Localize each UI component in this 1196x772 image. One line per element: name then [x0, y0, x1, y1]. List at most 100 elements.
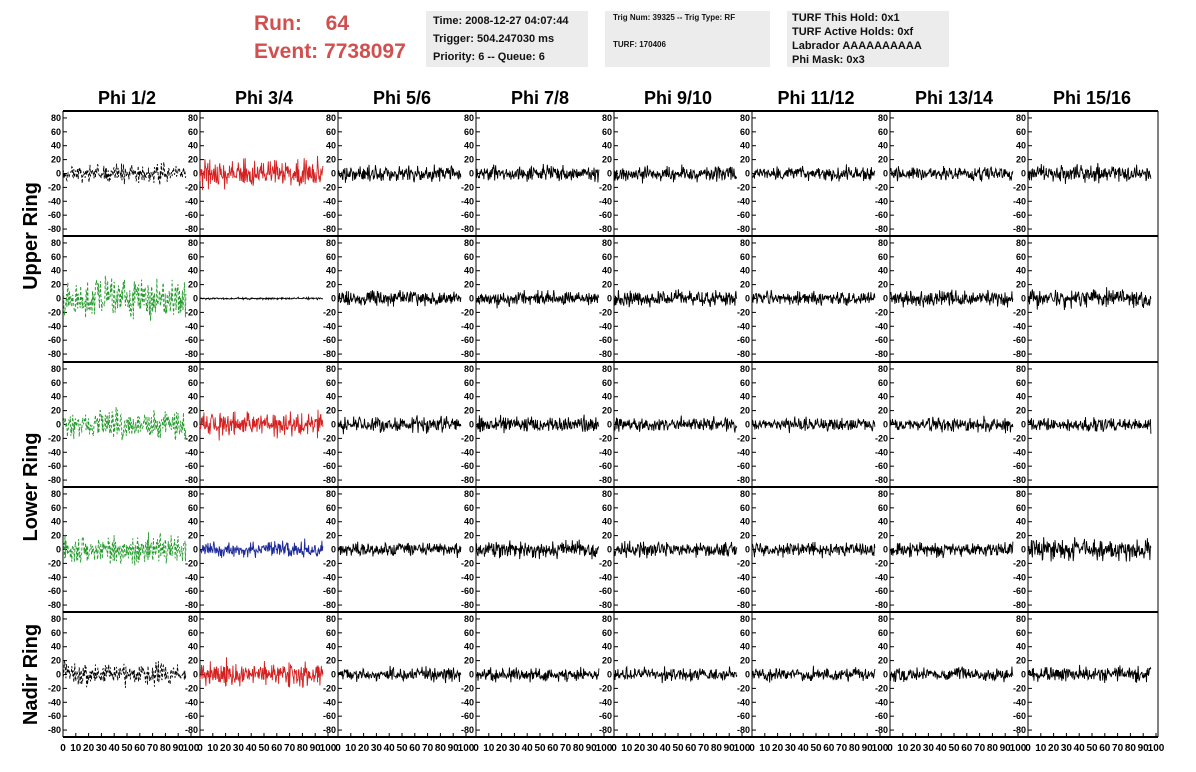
ring-label: Nadir Ring — [20, 624, 42, 725]
x-tick-label: 30 — [96, 743, 108, 754]
waveform-chart: Phi 1/2 Phi 3/4 Phi 5/6 Phi 7/8 Phi 9/10 Phi … — [20, 88, 1165, 754]
waveform-trace — [475, 666, 600, 683]
waveform-trace — [337, 665, 462, 684]
y-tick-label: -60 — [48, 461, 61, 471]
x-tick-label: 30 — [371, 743, 383, 754]
y-tick-label: -80 — [1013, 224, 1026, 234]
x-tick-label: 50 — [258, 743, 270, 754]
y-tick-label: 40 — [51, 642, 61, 652]
x-tick-label: 0 — [473, 743, 479, 754]
y-tick-label: -60 — [461, 335, 474, 345]
waveform-trace — [62, 162, 187, 185]
y-tick-label: -80 — [461, 349, 474, 359]
y-tick-label: 20 — [878, 531, 888, 541]
y-tick-label: 0 — [745, 294, 750, 304]
x-tick-label: 90 — [448, 743, 460, 754]
y-tick-label: -20 — [185, 307, 198, 317]
y-tick-label: -80 — [737, 349, 750, 359]
y-tick-label: 80 — [326, 238, 336, 248]
x-tick-label: 90 — [173, 743, 185, 754]
y-tick-label: 40 — [602, 392, 612, 402]
y-tick-label: -80 — [599, 600, 612, 610]
run-value: 64 — [325, 12, 350, 35]
x-tick-label: 70 — [422, 743, 434, 754]
x-tick-label: 70 — [560, 743, 572, 754]
x-tick-label: 70 — [698, 743, 710, 754]
y-tick-label: -40 — [875, 572, 888, 582]
y-tick-label: -20 — [599, 558, 612, 568]
y-tick-label: 60 — [51, 628, 61, 638]
waveform-trace — [751, 289, 876, 306]
y-tick-label: 80 — [1016, 489, 1026, 499]
y-tick-label: 60 — [602, 503, 612, 513]
y-tick-label: 0 — [331, 294, 336, 304]
y-tick-label: 0 — [607, 169, 612, 179]
y-tick-label: 40 — [878, 517, 888, 527]
waveform-trace — [889, 289, 1014, 308]
y-tick-label: 60 — [602, 127, 612, 137]
y-tick-label: 40 — [740, 141, 750, 151]
y-tick-label: -20 — [185, 683, 198, 693]
y-tick-label: -60 — [461, 586, 474, 596]
trig-num-text: Trig Num: 39325 -- Trig Type: RF — [613, 13, 736, 22]
x-tick-label: 40 — [384, 743, 396, 754]
x-tick-label: 0 — [887, 743, 893, 754]
y-tick-label: 60 — [51, 127, 61, 137]
y-tick-label: 0 — [883, 294, 888, 304]
y-tick-label: -20 — [599, 433, 612, 443]
x-tick-label: 70 — [1112, 743, 1124, 754]
y-tick-label: -60 — [461, 210, 474, 220]
y-tick-label: 0 — [883, 420, 888, 430]
x-tick-label: 0 — [197, 743, 203, 754]
waveform-trace — [337, 290, 462, 307]
y-tick-label: 60 — [602, 252, 612, 262]
y-tick-label: 40 — [1016, 141, 1026, 151]
y-tick-label: -40 — [185, 447, 198, 457]
y-tick-label: 40 — [878, 266, 888, 276]
y-tick-label: -40 — [1013, 196, 1026, 206]
y-tick-label: -60 — [875, 461, 888, 471]
y-tick-label: -20 — [185, 558, 198, 568]
y-tick-label: 0 — [1021, 294, 1026, 304]
y-tick-label: 40 — [326, 642, 336, 652]
y-tick-label: 20 — [602, 656, 612, 666]
y-tick-label: 80 — [878, 489, 888, 499]
y-tick-label: 0 — [1021, 545, 1026, 555]
y-tick-label: -80 — [48, 475, 61, 485]
y-tick-label: 60 — [878, 628, 888, 638]
y-tick-label: 80 — [1016, 113, 1026, 123]
y-tick-label: 60 — [188, 127, 198, 137]
y-tick-label: -40 — [599, 447, 612, 457]
y-tick-label: 20 — [464, 406, 474, 416]
y-tick-label: -40 — [185, 321, 198, 331]
y-tick-label: -40 — [461, 321, 474, 331]
y-tick-label: 40 — [326, 517, 336, 527]
y-tick-label: 60 — [51, 252, 61, 262]
y-tick-label: 0 — [193, 294, 198, 304]
y-tick-label: -40 — [875, 321, 888, 331]
y-tick-label: -40 — [737, 447, 750, 457]
y-tick-label: 20 — [602, 280, 612, 290]
x-tick-label: 10 — [1035, 743, 1047, 754]
turf-text: TURF: 170406 — [613, 40, 666, 49]
x-tick-label: 20 — [1048, 743, 1060, 754]
y-tick-label: 40 — [1016, 642, 1026, 652]
x-tick-label: 100 — [596, 743, 613, 754]
x-tick-label: 60 — [961, 743, 973, 754]
y-tick-label: 20 — [464, 280, 474, 290]
y-tick-label: -80 — [599, 349, 612, 359]
y-tick-label: 0 — [469, 169, 474, 179]
y-tick-label: 80 — [51, 113, 61, 123]
y-tick-label: -80 — [1013, 725, 1026, 735]
y-tick-label: -20 — [323, 433, 336, 443]
x-tick-label: 40 — [246, 743, 258, 754]
x-tick-label: 30 — [1061, 743, 1073, 754]
y-tick-label: -80 — [875, 349, 888, 359]
y-tick-label: -40 — [599, 321, 612, 331]
y-tick-label: -20 — [48, 558, 61, 568]
y-tick-label: 0 — [469, 545, 474, 555]
y-tick-label: -80 — [323, 725, 336, 735]
y-tick-label: -60 — [737, 335, 750, 345]
y-tick-label: 20 — [878, 406, 888, 416]
y-tick-label: 0 — [193, 169, 198, 179]
